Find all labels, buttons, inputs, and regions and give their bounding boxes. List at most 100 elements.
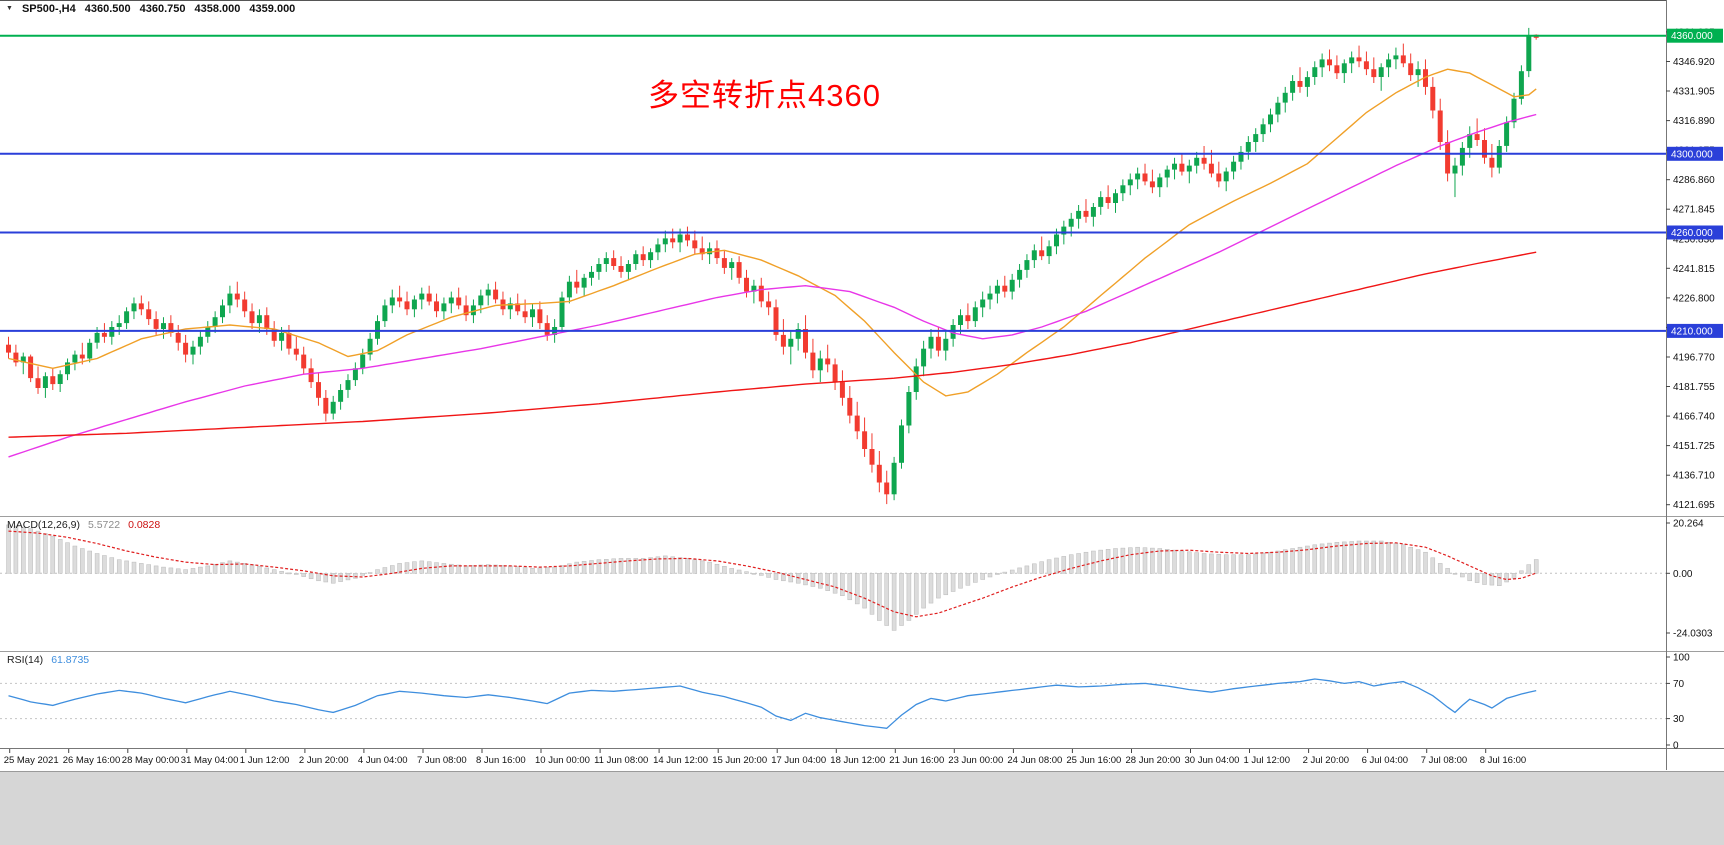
macd-histogram-bar <box>736 569 742 574</box>
candle-body <box>596 264 602 272</box>
macd-signal-line <box>8 530 1537 618</box>
candle-body <box>839 382 845 398</box>
macd-histogram-bar <box>987 573 993 578</box>
macd-histogram-bar <box>1246 554 1251 574</box>
macd-histogram-bar <box>434 562 439 574</box>
candle-body <box>1061 226 1067 235</box>
candle-body <box>72 354 78 363</box>
macd-histogram-bar <box>1319 543 1325 574</box>
candle-body <box>1208 163 1214 174</box>
candle-body <box>980 299 986 308</box>
macd-histogram-bar <box>87 550 92 574</box>
macd-histogram-bar <box>13 525 19 574</box>
macd-histogram-bar <box>1452 573 1458 575</box>
price-tick-label: 4181.755 <box>1673 382 1715 393</box>
macd-histogram-bar <box>390 565 395 574</box>
macd-histogram-bar <box>286 572 292 575</box>
candle-body <box>1445 142 1451 174</box>
candle-body <box>367 338 373 355</box>
candle-body <box>1120 185 1126 194</box>
candle-body <box>419 293 425 300</box>
candle-body <box>1245 142 1251 152</box>
time-tick-label: 28 May 00:00 <box>122 755 180 766</box>
collapse-arrow-icon[interactable]: ▼ <box>6 4 13 12</box>
macd-main-value: 5.5722 <box>87 519 121 531</box>
macd-histogram-bar <box>338 573 343 582</box>
price-axis[interactable] <box>1667 0 1724 748</box>
chart-canvas[interactable]: 4361.9354346.9204331.9054316.8904301.875… <box>0 0 1724 771</box>
candle-body <box>1386 59 1392 68</box>
candle-body <box>788 338 794 347</box>
macd-histogram-bar <box>1002 571 1008 574</box>
candle-body <box>1231 161 1237 172</box>
candle-body <box>913 366 919 392</box>
macd-histogram-bar <box>271 569 277 574</box>
window-footer <box>0 771 1724 845</box>
candle-body <box>256 315 262 324</box>
macd-histogram-bar <box>35 530 41 574</box>
price-level-badge <box>1667 323 1723 338</box>
candle-body <box>404 301 410 310</box>
candle-body <box>935 336 941 351</box>
macd-histogram-bar <box>965 573 971 586</box>
candle-body <box>1260 124 1266 135</box>
macd-histogram-bar <box>913 573 919 615</box>
macd-histogram-bar <box>493 564 498 574</box>
macd-histogram-bar <box>175 568 181 574</box>
ma-fast-orange <box>8 68 1537 397</box>
macd-histogram-bar <box>72 545 78 574</box>
macd-histogram-bar <box>124 560 129 574</box>
macd-histogram-bar <box>242 563 247 574</box>
candle-body <box>286 332 292 349</box>
candle-body <box>65 362 70 375</box>
candle-body <box>79 354 85 359</box>
macd-histogram-bar <box>714 563 720 574</box>
macd-histogram-bar <box>1172 549 1177 574</box>
candle-body <box>1142 173 1148 182</box>
candle-body <box>234 293 240 300</box>
candle-body <box>662 238 668 245</box>
price-level-badge-label: 4300.000 <box>1671 149 1713 160</box>
macd-histogram-bar <box>973 573 978 583</box>
candle-body <box>1164 169 1170 178</box>
price-level-badge <box>1667 225 1723 240</box>
macd-histogram-bar <box>1068 554 1074 574</box>
macd-histogram-bar <box>1076 553 1081 574</box>
price-tick-label: 4151.725 <box>1673 441 1715 452</box>
candle-body <box>699 248 705 255</box>
candle-body <box>899 425 904 463</box>
candle-body <box>1253 134 1259 142</box>
macd-histogram-bar <box>685 558 690 574</box>
macd-histogram-bar <box>449 563 454 574</box>
macd-histogram-bar <box>574 561 580 574</box>
quote-open: 4360.500 <box>84 3 131 15</box>
candle-body <box>847 397 853 416</box>
time-tick-label: 24 Jun 08:00 <box>1007 755 1062 766</box>
time-axis[interactable] <box>0 749 1724 771</box>
candle-body <box>411 299 417 310</box>
macd-histogram-bar <box>1032 563 1037 574</box>
candle-body <box>633 254 639 264</box>
macd-histogram-bar <box>1349 541 1354 574</box>
quote-close: 4359.000 <box>249 3 296 15</box>
candle-body <box>810 352 816 371</box>
macd-histogram-bar <box>692 559 698 574</box>
macd-histogram-bar <box>530 568 535 574</box>
time-tick-label: 17 Jun 04:00 <box>771 755 826 766</box>
macd-histogram-bar <box>559 565 565 574</box>
macd-histogram-bar <box>1408 546 1413 574</box>
candle-body <box>1009 279 1015 292</box>
candle-body <box>1327 59 1332 66</box>
candle-body <box>338 390 344 402</box>
candle-body <box>434 301 439 312</box>
macd-histogram-bar <box>1467 573 1472 582</box>
time-tick-label: 14 Jun 12:00 <box>653 755 708 766</box>
candle-body <box>1363 61 1369 70</box>
candle-body <box>116 323 122 327</box>
candle-body <box>1098 197 1104 207</box>
macd-histogram-bar <box>862 573 867 609</box>
macd-histogram-bar <box>1282 549 1288 574</box>
candle-body <box>1238 151 1244 162</box>
candle-body <box>50 376 56 385</box>
candle-body <box>1282 92 1288 103</box>
